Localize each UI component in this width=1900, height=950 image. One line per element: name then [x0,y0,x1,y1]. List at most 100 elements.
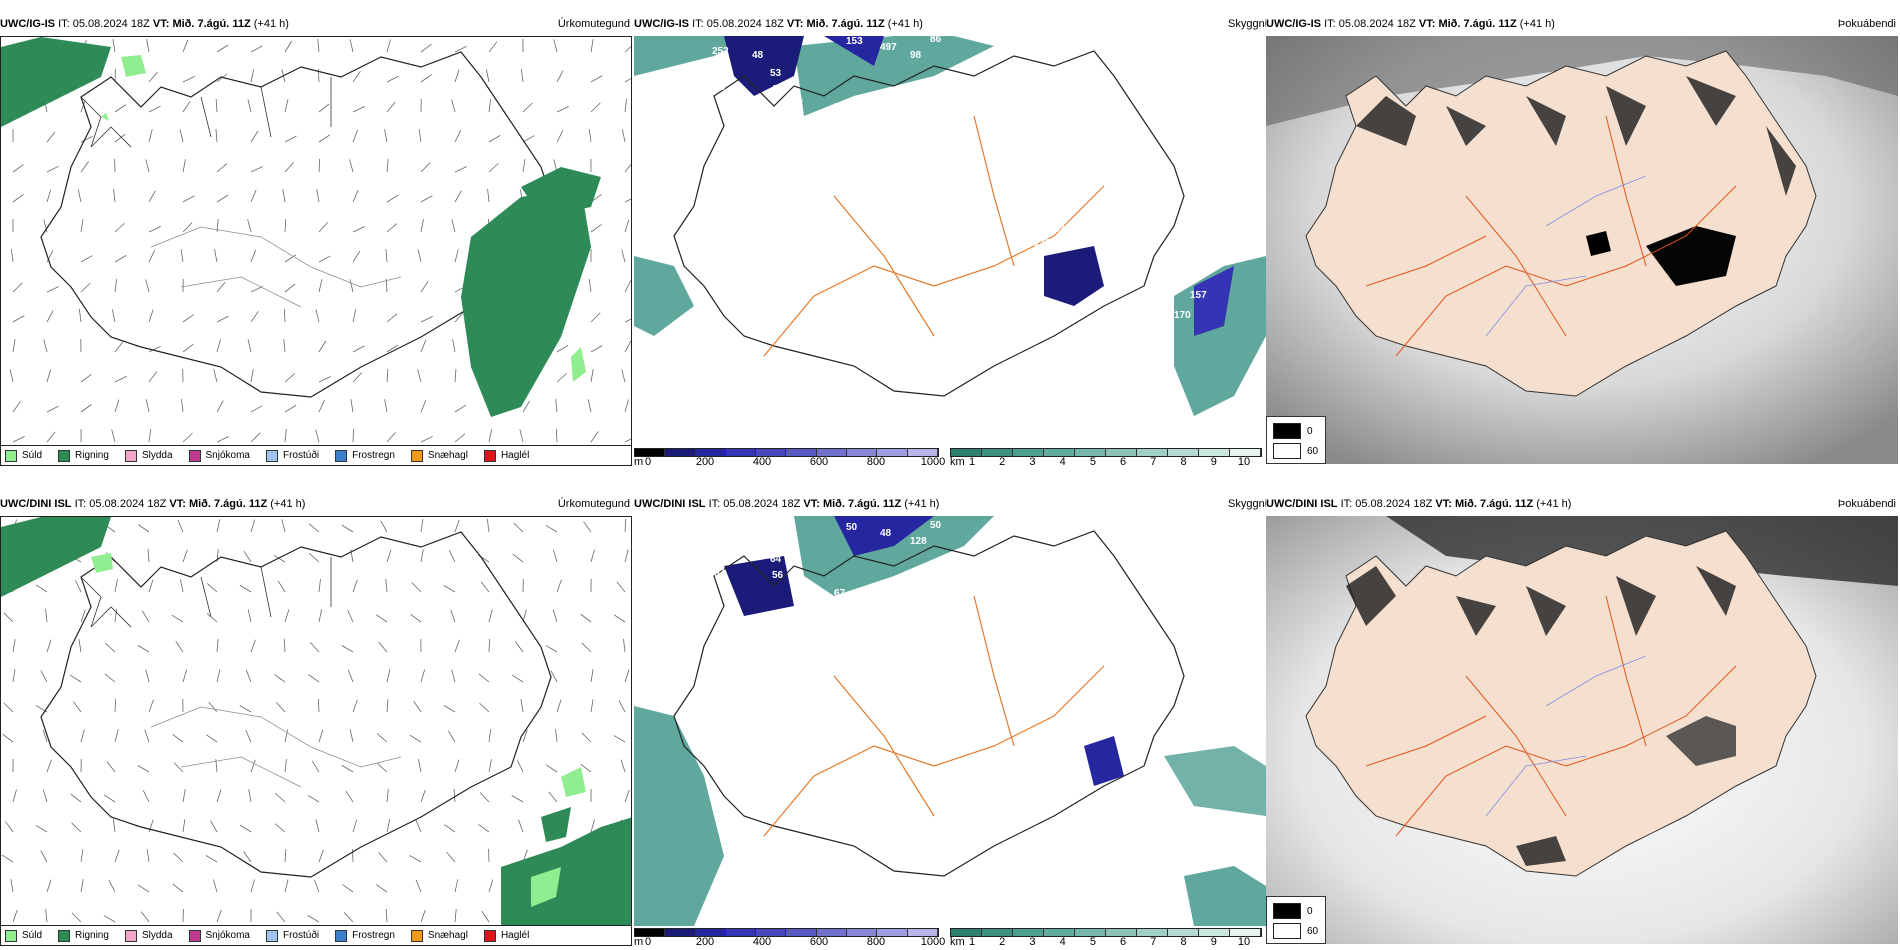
wind-barb [216,194,229,203]
wind-barb [624,340,631,353]
wind-barb [420,316,433,323]
wind-barb [352,372,363,383]
wind-barb [70,793,82,803]
panel-type-label: Úrkomutegund [557,498,630,510]
wind-barb [216,436,229,443]
wind-barb [274,823,286,833]
wind-barb [420,519,424,533]
wind-barb [213,369,218,383]
tick-label: 4 [1059,936,1066,948]
wind-barb [548,791,558,803]
precip-legend-label: Haglél [500,930,530,941]
vt-label: VT: [1418,18,1436,30]
tick-label: 3 [1029,936,1036,948]
wind-barb [488,135,501,143]
wind-barb [420,162,431,173]
wind-barb [148,309,154,323]
wind-barb [73,701,82,713]
wind-barb [282,189,286,203]
wind-barb [250,130,259,143]
wind-barb [311,760,320,773]
colorbar-segment-7 [1168,449,1199,456]
wind-barb [418,129,422,143]
ceiling-value-label: 128 [910,536,927,547]
wind-barb [250,369,254,383]
wind-barb [555,428,558,443]
wind-barb [10,249,14,263]
wind-barb [318,255,331,263]
wind-barb [590,669,594,683]
wind-barb [349,159,354,173]
wind-barb [318,729,324,743]
wind-barb [341,764,354,773]
ceiling-value-label: 174 [1204,258,1221,269]
ceiling-value-label: 99 [1206,220,1218,231]
precip-legend-item-3: Snjókoma [188,449,250,462]
wind-barb [40,850,48,863]
precip-legend-swatch [335,449,348,462]
wind-barb [46,369,52,383]
tick-label: 10 [1237,936,1251,948]
colorbar-segment-9 [1230,929,1261,936]
wind-barb [250,311,259,323]
ceiling-value-label: 84 [716,556,728,567]
wind-barb [488,99,492,113]
wind-barb [488,41,498,53]
wind-barb [182,669,188,683]
precip-legend-label: Frostregn [352,450,395,461]
wind-barb [386,819,391,833]
wind-barb [385,279,388,293]
wind-barb [349,39,354,53]
wind-barb [206,613,218,623]
tick-label: 600 [809,936,829,948]
wind-barb [283,638,286,653]
wind-barb [284,99,289,113]
ceiling-unit: m [634,936,644,948]
wind-barb [624,518,627,533]
wind-barb [105,642,116,653]
it-value: 05.08.2024 18Z [706,18,784,30]
wind-barb [46,310,54,323]
wind-barb [315,309,320,323]
precip-legend-item-1: Rigning [58,929,109,942]
precip-map[interactable] [0,36,632,446]
ceiling-value-label: 49 [824,128,836,139]
wind-barb [205,734,218,743]
ceiling-map[interactable]: 121 167 50 48 50 50 128 84 64 93 56 66 67 52 106 117 54 6… [634,516,1266,926]
precip-map[interactable] [0,516,632,926]
tick-label: 6 [1120,936,1127,948]
fog-map[interactable] [1266,36,1898,464]
ceiling-map[interactable]: 252 48 153 497 86 522 98 45 53 68 63 82 58 76 233 49 52 9… [634,36,1266,446]
wind-barb [182,432,193,443]
wind-barb [522,159,526,173]
ceiling-value-label: 48 [880,528,892,539]
wind-barb [111,309,116,323]
precip-legend-label: Frostúði [282,930,320,941]
wind-barb [375,614,388,623]
lead-time: (+41 h) [887,18,923,30]
wind-barb [114,698,117,713]
wind-barb [512,553,524,563]
wind-barb [555,729,558,743]
fog-map[interactable] [1266,516,1898,944]
colorbar-segment-1 [665,929,696,936]
wind-barb [454,404,467,413]
wind-barb [216,163,228,173]
wind-barb [318,103,330,113]
wind-barb [352,579,358,593]
wind-barb [621,129,626,143]
ceiling-value-label: 48 [752,50,764,61]
wind-barb [245,729,252,743]
wind-barb [106,761,116,773]
wind-barb [590,819,595,833]
wind-barb [12,194,24,203]
precip-legend-swatch [124,929,137,942]
fog-panel-2: UWC/DINI ISL IT: 05.08.2024 18Z VT: Mið.… [1266,494,1898,946]
wind-barb [108,880,116,893]
colorbar-segment-6 [816,929,848,936]
wind-barb [618,700,626,713]
wind-barb [213,879,218,893]
wind-barb [386,194,399,203]
wind-barb [245,669,252,683]
wind-barb [46,250,54,263]
